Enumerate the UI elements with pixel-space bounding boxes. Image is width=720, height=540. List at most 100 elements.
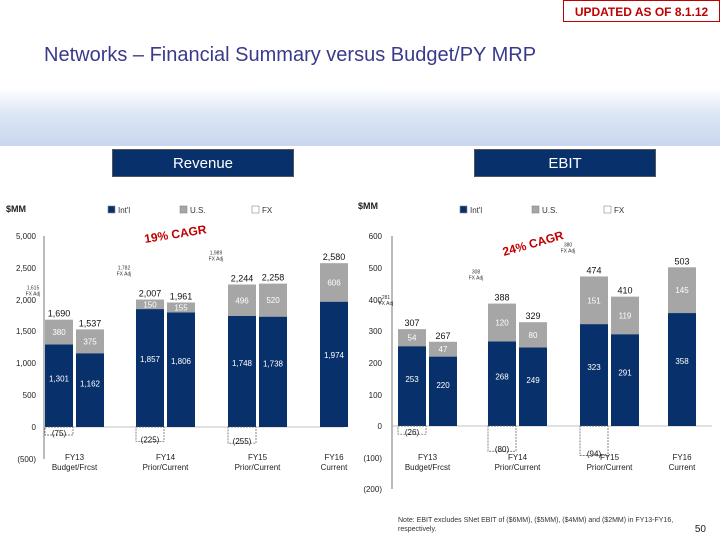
ebit-bar-us-label: 323 [587,363,601,372]
revenue-bar-us-label: 1,857 [140,355,161,364]
revenue-y-tick-label: 1,000 [16,359,37,368]
revenue-bar-us [320,301,348,427]
ebit-y-tick-label: 500 [369,264,383,273]
revenue-bar-fx-label: (255) [233,437,252,446]
ebit-bar-intl [488,303,516,342]
ebit-bar-total-label: 307 [404,318,419,328]
revenue-bar-intl-label: 155 [174,303,188,312]
update-tag: UPDATED AS OF 8.1.12 [563,0,720,22]
revenue-cagr-label: 19% CAGR [143,222,207,246]
revenue-bar-us [259,316,287,427]
ebit-legend-label: U.S. [542,206,558,215]
ebit-bar-total-label: 474 [586,265,601,275]
revenue-bar-us-label: 1,738 [263,359,284,368]
revenue-bar-us [167,312,195,427]
ebit-bar-total-label: 329 [525,311,540,321]
ebit-category-sub: Prior/Current [495,463,542,472]
ebit-y-tick-label: 300 [369,327,383,336]
revenue-bar-us [76,353,104,427]
ebit-bar-total-label: 503 [674,256,689,266]
ebit-bar-intl [429,341,457,357]
revenue-bar-us [228,316,256,427]
revenue-unit-label: $MM [6,204,26,214]
ebit-legend-label: Int'l [470,206,482,215]
ebit-y-tick-label: 400 [369,296,383,305]
ebit-bar-us [398,346,426,426]
ebit-bar-us [580,324,608,426]
ebit-bar-intl-label: 151 [587,296,601,305]
revenue-bar-us [45,344,73,427]
revenue-bar-intl-label: 150 [143,301,157,310]
revenue-y-tick-label: 2,000 [16,296,37,305]
ebit-bar-fx-label: (94) [587,450,602,459]
revenue-legend-label: Int'l [118,206,130,215]
ebit-bar-fx-label: (80) [495,445,510,454]
ebit-bar-intl [580,276,608,325]
revenue-bar-fx-label: (75) [52,429,67,438]
ebit-bar-us-label: 268 [495,372,509,381]
revenue-fx-adj-value: 1,615 [27,286,40,292]
ebit-bar-intl [398,329,426,347]
revenue-header: Revenue [112,149,294,177]
revenue-category-year: FY15 [248,453,268,462]
revenue-category-sub: Budget/Frcst [52,463,98,472]
revenue-bar-total-label: 2,244 [231,274,254,284]
ebit-bar-us [668,313,696,426]
revenue-y-tick-label: 5,000 [16,232,37,241]
ebit-y-tick-label: 100 [369,391,383,400]
ebit-fx-adj-text: FX Adj [561,248,576,254]
ebit-fx-adj-value: 308 [472,270,481,276]
revenue-bar-intl [76,329,104,354]
revenue-fx-adj-value: 1,782 [118,266,131,272]
ebit-fx-adj-text: FX Adj [469,276,484,282]
ebit-bar-total-label: 410 [617,286,632,296]
ebit-legend-label: FX [614,206,625,215]
revenue-bar-total-label: 2,258 [262,273,285,283]
ebit-unit-label: $MM [358,201,378,211]
ebit-bar-fx [397,425,427,435]
revenue-bar-intl [259,283,287,317]
ebit-legend-swatch [603,205,612,214]
revenue-legend-swatch [251,205,260,214]
ebit-bar-intl-label: 80 [529,331,538,340]
revenue-category-year: FY14 [156,453,176,462]
ebit-bar-us-label: 358 [675,357,689,366]
page-title: Networks – Financial Summary versus Budg… [44,44,537,66]
ebit-bar-us-label: 253 [405,375,419,384]
ebit-bar-us-label: 291 [618,369,632,378]
revenue-bar-fx [44,426,74,436]
ebit-category-year: FY16 [672,453,692,462]
revenue-legend-label: FX [262,206,273,215]
revenue-category-year: FY13 [65,453,85,462]
footnote: Note: EBIT excludes SNet EBIT of ($6MM),… [398,517,674,533]
ebit-category-sub: Budget/Frcst [405,463,451,472]
revenue-bar-total-label: 1,690 [48,309,71,319]
revenue-fx-adj-text: FX Adj [26,292,41,298]
revenue-bar-total-label: 1,537 [79,318,102,328]
revenue-bar-intl [320,263,348,302]
ebit-category-year: FY14 [508,453,528,462]
revenue-bar-us [136,309,164,427]
revenue-bar-fx-label: (225) [141,435,160,444]
ebit-header: EBIT [474,149,656,177]
revenue-bar-fx [227,426,257,444]
ebit-y-tick-label: 200 [369,359,383,368]
ebit-category-sub: Current [669,463,696,472]
revenue-bar-total-label: 2,007 [139,289,162,299]
ebit-bar-intl [611,296,639,335]
revenue-bar-intl [45,319,73,345]
ebit-bar-us [488,341,516,426]
ebit-category-year: FY13 [418,453,438,462]
revenue-bar-intl [228,284,256,317]
revenue-legend-label: U.S. [190,206,206,215]
ebit-category-year: FY15 [600,453,620,462]
revenue-y-tick-label: (500) [17,455,36,464]
revenue-bar-total-label: 1,961 [170,291,193,301]
revenue-category-sub: Current [321,463,348,472]
revenue-category-sub: Prior/Current [235,463,282,472]
ebit-legend-swatch [459,205,468,214]
revenue-bar-intl-label: 380 [52,328,66,337]
ebit-bar-intl-label: 54 [408,334,417,343]
revenue-y-tick-label: 500 [23,391,37,400]
